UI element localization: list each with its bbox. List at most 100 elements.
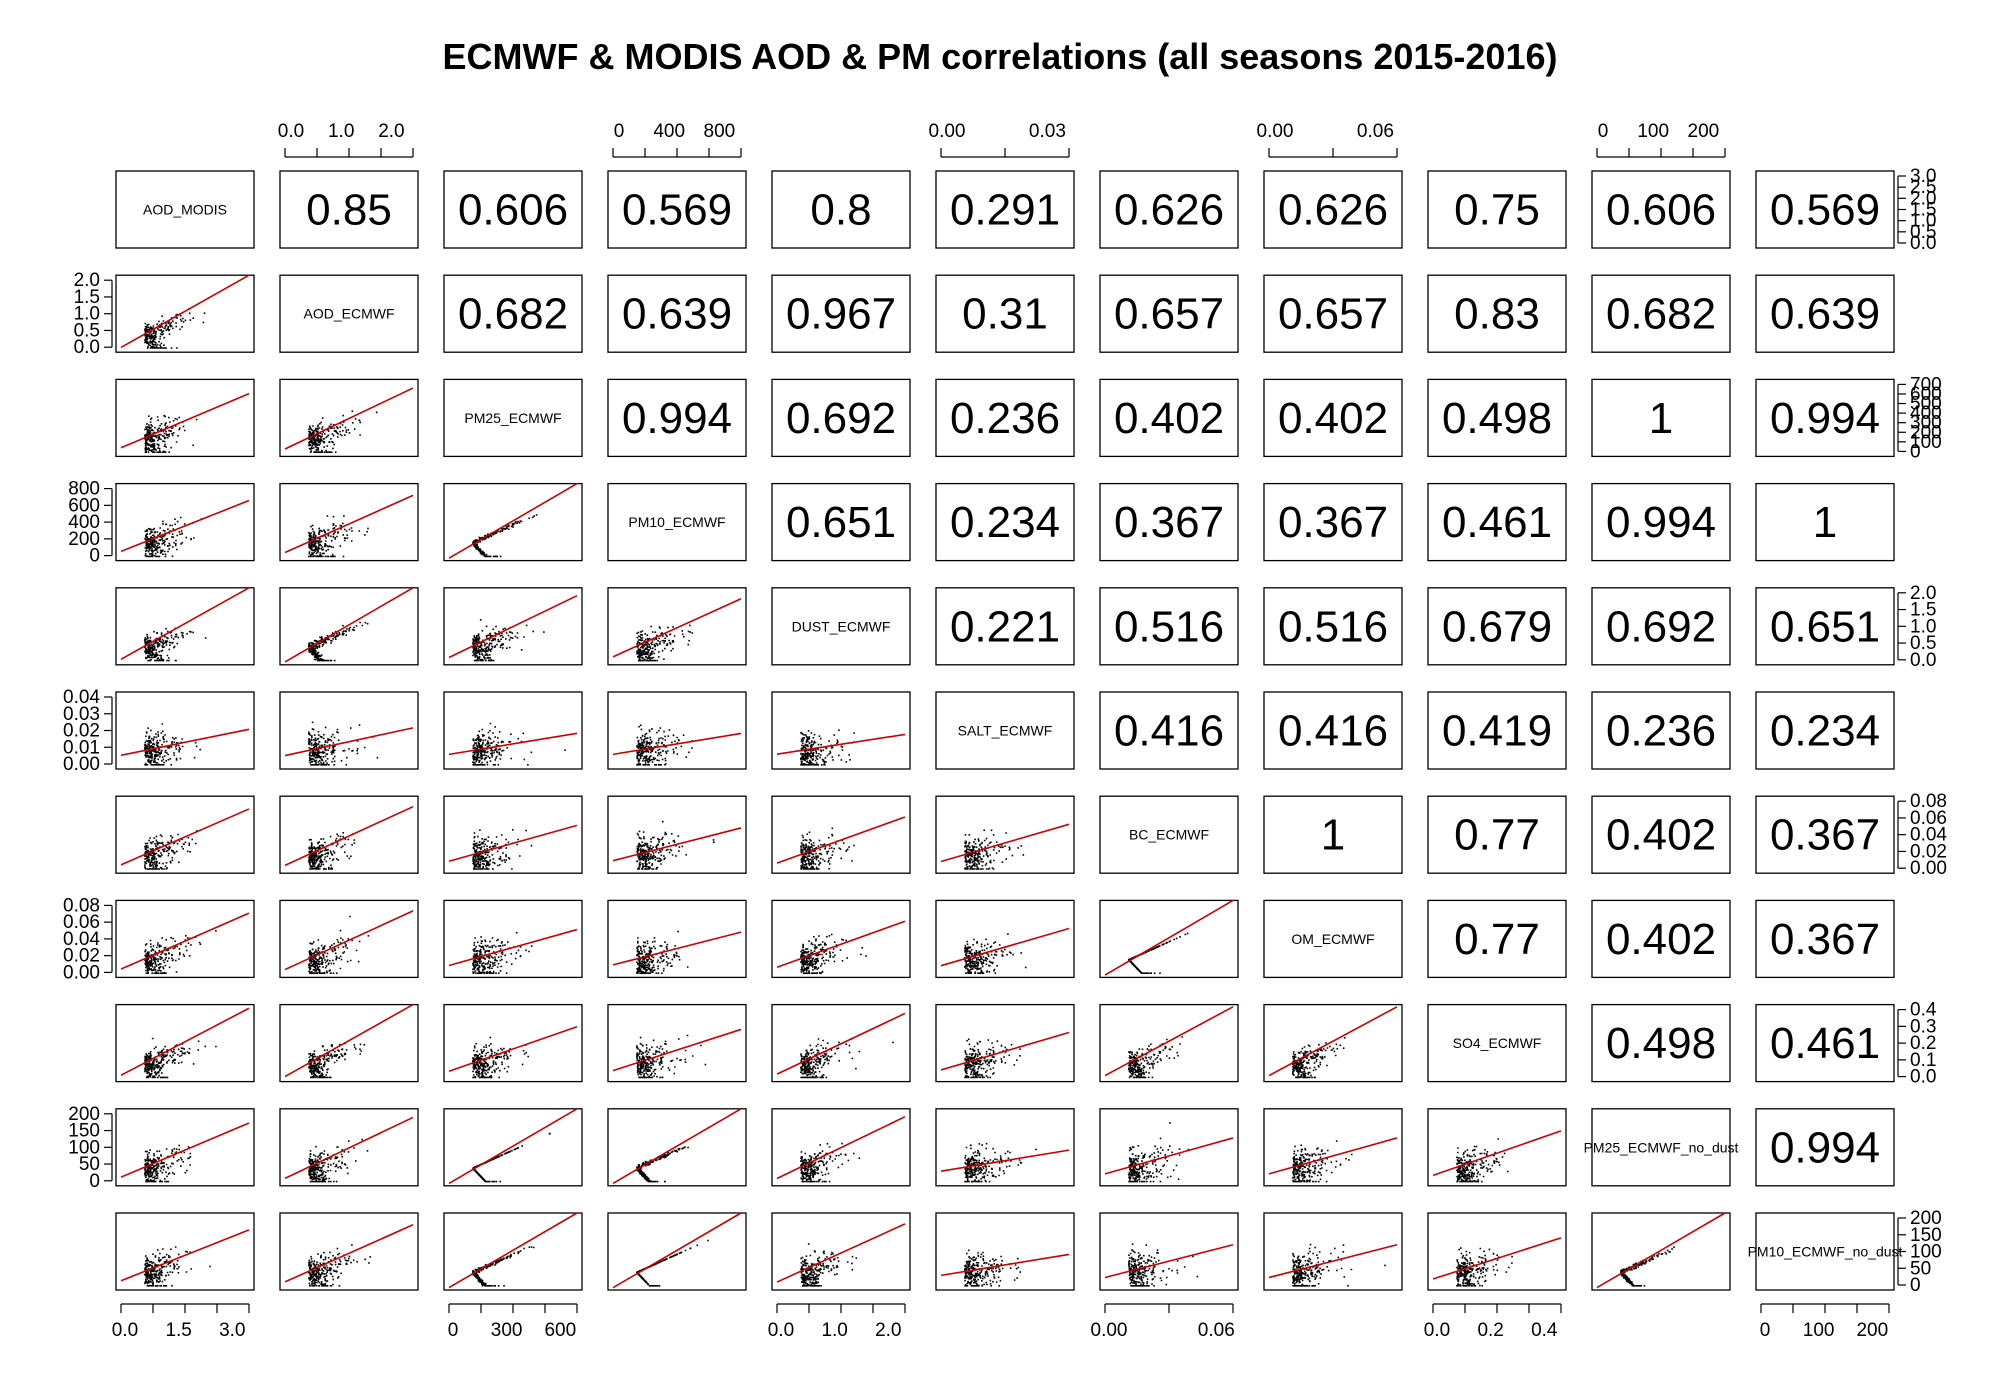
regression-line bbox=[120, 728, 250, 757]
panel-frame bbox=[115, 1108, 255, 1187]
scatter-points bbox=[964, 829, 1025, 870]
regression-line bbox=[1596, 1212, 1726, 1289]
regression-line bbox=[120, 587, 250, 660]
correlation-value: 0.657 bbox=[1278, 290, 1388, 339]
right-axis-tick-label: 0.08 bbox=[1910, 791, 1947, 812]
regression-line bbox=[776, 1012, 906, 1075]
panel-frame bbox=[1099, 1212, 1239, 1291]
panel-frame bbox=[935, 587, 1075, 666]
right-axis-tick-label: 200 bbox=[1910, 422, 1942, 443]
panel-frame bbox=[1591, 587, 1731, 666]
panel-frame bbox=[1591, 1003, 1731, 1083]
point-cloud bbox=[964, 1038, 1021, 1079]
panel-frame bbox=[1755, 1003, 1895, 1083]
panel-frame bbox=[115, 378, 255, 458]
right-axis-tick-label: 0.5 bbox=[1910, 633, 1936, 654]
panel-frame bbox=[1263, 1108, 1403, 1187]
top-axis-tick-label: 0.0 bbox=[278, 121, 304, 142]
regression-line bbox=[776, 816, 906, 864]
point-cloud bbox=[144, 308, 206, 349]
panel-frame bbox=[443, 274, 583, 353]
correlation-value: 0.419 bbox=[1442, 707, 1552, 756]
regression-line bbox=[940, 1031, 1070, 1071]
point-cloud bbox=[144, 930, 217, 974]
point-cloud bbox=[144, 1144, 192, 1183]
panel-frame bbox=[1099, 170, 1239, 249]
panel-frame bbox=[1427, 482, 1567, 562]
regression-line bbox=[120, 1007, 250, 1076]
panel-frame bbox=[771, 274, 911, 353]
correlation-value: 0.994 bbox=[1770, 1123, 1880, 1172]
right-axis-tick-label: 100 bbox=[1910, 1242, 1942, 1263]
panel-frame bbox=[607, 378, 747, 458]
scatter-points bbox=[472, 514, 538, 558]
panel-frame bbox=[1755, 378, 1895, 458]
point-cloud bbox=[144, 723, 201, 766]
right-axis-tick-label: 0.0 bbox=[1910, 1067, 1936, 1088]
correlation-value: 0.657 bbox=[1114, 290, 1224, 339]
panel-frame bbox=[935, 170, 1075, 249]
panel-frame bbox=[1755, 1212, 1895, 1291]
left-axis-tick-label: 0.02 bbox=[63, 946, 100, 967]
panel-frame bbox=[1427, 899, 1567, 979]
panel-frame bbox=[935, 1212, 1075, 1291]
correlation-value: 0.682 bbox=[1606, 290, 1716, 339]
regression-line bbox=[120, 274, 250, 349]
panel-frame bbox=[1591, 170, 1731, 249]
panel-frame bbox=[115, 899, 255, 979]
regression-line bbox=[120, 1122, 250, 1178]
panel-frame bbox=[115, 274, 255, 353]
panel-frame bbox=[279, 1212, 419, 1291]
panel-frame bbox=[1591, 1108, 1731, 1187]
regression-line bbox=[284, 494, 414, 554]
variable-label: SO4_ECMWF bbox=[1453, 1035, 1542, 1051]
correlation-value: 0.994 bbox=[622, 394, 732, 443]
regression-line bbox=[612, 931, 742, 966]
scatter-points bbox=[800, 827, 855, 870]
regression-line bbox=[940, 927, 1070, 967]
regression-line bbox=[284, 910, 414, 971]
scatter-points bbox=[472, 931, 533, 974]
bottom-axis-tick-label: 0.00 bbox=[1091, 1320, 1128, 1341]
correlation-value: 1 bbox=[1321, 811, 1345, 860]
bottom-axis-tick-label: 300 bbox=[491, 1320, 523, 1341]
panel-frame bbox=[1591, 795, 1731, 874]
point-cloud bbox=[636, 624, 694, 662]
panel-frame bbox=[1427, 1003, 1567, 1083]
panel-frame bbox=[443, 691, 583, 770]
scatter-points bbox=[1128, 1243, 1199, 1287]
panel-frame bbox=[1099, 691, 1239, 770]
correlation-value: 0.367 bbox=[1770, 915, 1880, 964]
correlation-value: 0.606 bbox=[458, 186, 568, 235]
panel-frame bbox=[1099, 1108, 1239, 1187]
correlation-value: 1 bbox=[1649, 394, 1673, 443]
scatter-points bbox=[308, 721, 379, 766]
right-axis-tick-label: 100 bbox=[1910, 432, 1942, 453]
correlation-value: 0.367 bbox=[1770, 811, 1880, 860]
scatter-points bbox=[964, 1038, 1021, 1079]
scatter-points bbox=[308, 832, 356, 870]
scatter-points bbox=[1456, 1138, 1509, 1183]
variable-label: PM10_ECMWF_no_dust bbox=[1748, 1244, 1903, 1260]
panel-frame bbox=[443, 899, 583, 979]
left-axis-tick-label: 0.06 bbox=[63, 912, 100, 933]
panel-frame bbox=[115, 170, 255, 249]
variable-label: PM25_ECMWF_no_dust bbox=[1584, 1139, 1739, 1155]
panel-frame bbox=[1755, 899, 1895, 979]
correlation-value: 0.651 bbox=[786, 498, 896, 547]
top-axis-tick-label: 200 bbox=[1688, 121, 1720, 142]
top-axis-tick-label: 0.06 bbox=[1357, 121, 1394, 142]
top-axis-tick-label: 0.03 bbox=[1029, 121, 1066, 142]
point-cloud bbox=[308, 1138, 369, 1183]
panel-frame bbox=[115, 482, 255, 562]
regression-line bbox=[612, 827, 742, 862]
bottom-axis-tick-label: 0.2 bbox=[1477, 1320, 1503, 1341]
regression-line bbox=[284, 1116, 414, 1180]
panel-frame bbox=[1591, 378, 1731, 458]
right-axis-tick-label: 2.0 bbox=[1910, 188, 1936, 209]
scatter-points bbox=[308, 410, 378, 453]
bottom-axis-tick-label: 200 bbox=[1856, 1320, 1888, 1341]
regression-line bbox=[1268, 1137, 1398, 1175]
correlation-value: 0.498 bbox=[1606, 1019, 1716, 1068]
left-axis-tick-label: 0.08 bbox=[63, 895, 100, 916]
